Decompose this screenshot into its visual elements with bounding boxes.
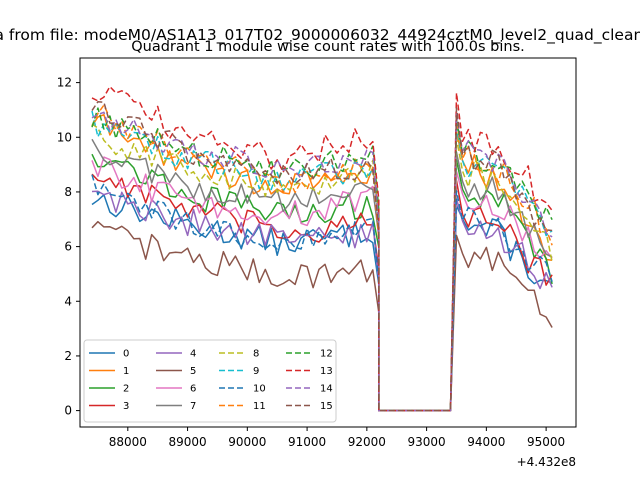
- series-line-3: [91, 173, 553, 412]
- series-line-15: [91, 101, 553, 412]
- series-line-14: [91, 111, 553, 412]
- x-tick-label: 93000: [408, 435, 446, 449]
- legend-label-13: 13: [320, 366, 333, 377]
- x-tick-label: 95000: [527, 435, 565, 449]
- legend-frame: [83, 339, 337, 423]
- legend-label-6: 6: [190, 384, 196, 395]
- legend-label-14: 14: [320, 384, 333, 395]
- y-tick-label: 6: [64, 240, 72, 254]
- legend-label-15: 15: [320, 401, 333, 412]
- y-tick-label: 8: [64, 185, 72, 199]
- chart-title: Quadrant 1 module wise count rates with …: [131, 39, 525, 55]
- x-tick-label: 89000: [168, 435, 206, 449]
- legend-label-1: 1: [123, 366, 129, 377]
- series-layer: [91, 85, 553, 412]
- legend-label-4: 4: [190, 349, 196, 360]
- y-tick-label: 4: [64, 294, 72, 308]
- chart-suptitle: Data from file: modeM0/AS1A13_017T02_900…: [0, 26, 640, 45]
- legend-label-3: 3: [123, 401, 129, 412]
- x-offset-label: +4.432e8: [517, 455, 576, 469]
- series-line-13: [91, 85, 553, 412]
- x-tick-label: 90000: [228, 435, 266, 449]
- x-axis: 88000 89000 90000 91000 92000 93000 94000 95000: [109, 427, 565, 449]
- plot-frame: [79, 57, 577, 428]
- y-tick-label: 10: [57, 130, 72, 144]
- series-line-10: [91, 174, 553, 412]
- x-tick-label: 92000: [348, 435, 386, 449]
- series-line-7: [91, 138, 553, 412]
- legend-label-10: 10: [253, 384, 266, 395]
- y-tick-label: 2: [64, 349, 72, 363]
- x-tick-label: 91000: [288, 435, 326, 449]
- series-line-8: [91, 123, 553, 412]
- y-axis: 0 2 4 6 8 10 12: [57, 76, 80, 418]
- y-tick-label: 0: [64, 404, 72, 418]
- legend-label-7: 7: [190, 401, 196, 412]
- series-line-4: [91, 190, 553, 412]
- legend-label-8: 8: [253, 349, 259, 360]
- series-line-12: [91, 107, 553, 412]
- legend-label-5: 5: [190, 366, 196, 377]
- x-tick-label: 88000: [109, 435, 147, 449]
- series-line-5: [91, 220, 553, 412]
- y-tick-label: 12: [57, 76, 72, 90]
- legend-label-2: 2: [123, 384, 129, 395]
- legend-label-12: 12: [320, 349, 333, 360]
- legend-label-9: 9: [253, 366, 259, 377]
- legend-label-11: 11: [253, 401, 266, 412]
- x-tick-label: 94000: [467, 435, 505, 449]
- legend-label-0: 0: [123, 349, 129, 360]
- series-line-6: [91, 156, 553, 412]
